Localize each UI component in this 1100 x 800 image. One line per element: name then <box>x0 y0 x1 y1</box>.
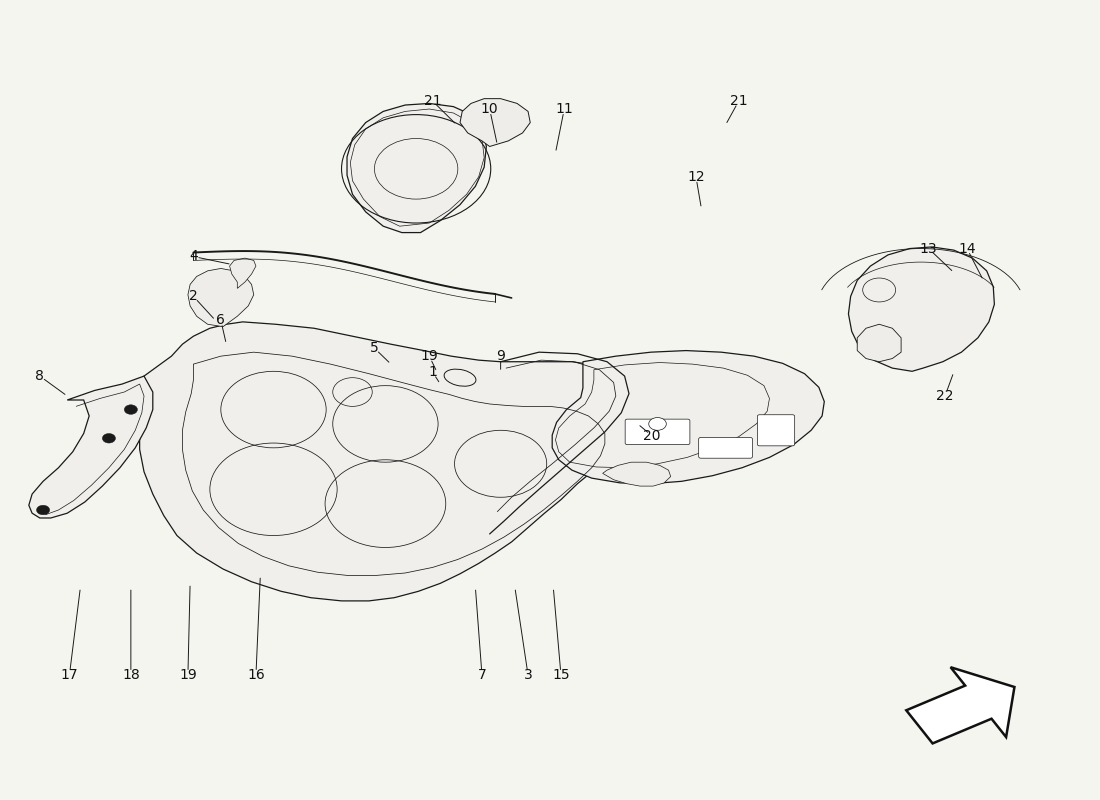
Polygon shape <box>188 269 254 326</box>
Polygon shape <box>460 98 530 146</box>
Text: 10: 10 <box>481 102 498 116</box>
Polygon shape <box>346 103 486 233</box>
Text: 19: 19 <box>420 349 438 363</box>
Polygon shape <box>857 324 901 362</box>
Polygon shape <box>848 247 994 371</box>
Text: 14: 14 <box>958 242 976 255</box>
Text: 6: 6 <box>217 314 226 327</box>
Text: 15: 15 <box>552 668 570 682</box>
Polygon shape <box>906 667 1014 743</box>
Text: 13: 13 <box>920 242 937 255</box>
Circle shape <box>102 434 116 443</box>
Text: 8: 8 <box>35 369 44 383</box>
FancyBboxPatch shape <box>625 419 690 445</box>
Text: 18: 18 <box>122 668 140 682</box>
Polygon shape <box>552 350 824 484</box>
Text: 21: 21 <box>424 94 441 108</box>
Text: 2: 2 <box>189 290 198 303</box>
Text: 1: 1 <box>428 365 437 379</box>
Text: 19: 19 <box>179 668 197 682</box>
Text: 20: 20 <box>644 429 661 443</box>
Text: 4: 4 <box>189 250 198 263</box>
Text: 5: 5 <box>370 341 378 355</box>
Text: 9: 9 <box>496 349 505 363</box>
FancyBboxPatch shape <box>758 414 794 446</box>
Text: 21: 21 <box>730 94 748 108</box>
Circle shape <box>36 506 50 515</box>
Text: 3: 3 <box>524 668 532 682</box>
Text: 17: 17 <box>60 668 78 682</box>
Circle shape <box>649 418 667 430</box>
Text: 12: 12 <box>688 170 705 184</box>
FancyBboxPatch shape <box>698 438 752 458</box>
Polygon shape <box>29 376 153 518</box>
Text: 22: 22 <box>936 389 954 403</box>
Polygon shape <box>603 462 671 486</box>
Text: 7: 7 <box>477 668 486 682</box>
Text: 16: 16 <box>248 668 265 682</box>
Text: 11: 11 <box>556 102 573 116</box>
Polygon shape <box>230 258 256 288</box>
Circle shape <box>124 405 138 414</box>
Polygon shape <box>140 322 647 601</box>
